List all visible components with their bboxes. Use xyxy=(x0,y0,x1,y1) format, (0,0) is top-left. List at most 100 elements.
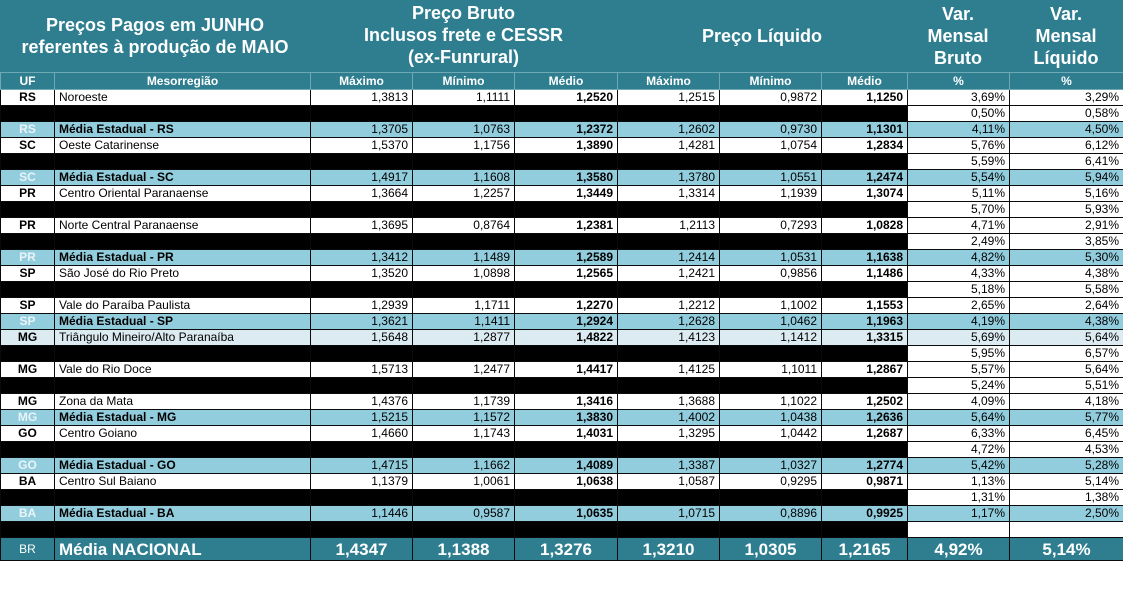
cell-net-max: 1,3780 xyxy=(617,169,720,186)
table-row: GO Centro Goiano 1,4660 1,1743 1,4031 1,3295 1… xyxy=(0,425,1123,442)
cell-var-net: 1,38% xyxy=(1009,489,1123,506)
cell-var-net: 4,38% xyxy=(1009,313,1123,330)
cell-net-max xyxy=(617,345,720,362)
cell-gross-min: 0,9587 xyxy=(412,505,515,522)
cell-gross-max: 1,3520 xyxy=(310,265,413,282)
national-var-net: 5,14% xyxy=(1009,537,1123,561)
cell-mesoregion xyxy=(54,105,311,122)
cell-gross-avg: 1,2381 xyxy=(514,217,618,234)
cell-net-max: 1,2515 xyxy=(617,89,720,106)
cell-gross-max: 1,4917 xyxy=(310,169,413,186)
cell-net-min: 1,0438 xyxy=(719,409,822,426)
cell-var-net: 5,93% xyxy=(1009,201,1123,218)
cell-var-gross: 5,57% xyxy=(907,361,1010,378)
cell-var-gross: 2,49% xyxy=(907,233,1010,250)
cell-uf: GO xyxy=(0,425,55,442)
cell-net-avg: 1,2502 xyxy=(821,393,908,410)
cell-net-min xyxy=(719,521,822,538)
cell-var-gross: 2,65% xyxy=(907,297,1010,314)
table-row: PR Norte Central Paranaense 1,3695 0,8764 1,… xyxy=(0,217,1123,234)
cell-gross-max: 1,3705 xyxy=(310,121,413,138)
cell-var-gross: 5,59% xyxy=(907,153,1010,170)
var-net-header-line-2: Mensal xyxy=(1035,26,1097,46)
cell-net-max: 1,4002 xyxy=(617,409,720,426)
cell-net-avg xyxy=(821,521,908,538)
national-uf: BR xyxy=(0,537,55,561)
cell-gross-avg xyxy=(514,153,618,170)
cell-net-avg: 1,1638 xyxy=(821,249,908,266)
cell-gross-min xyxy=(412,201,515,218)
table-row: PR Centro Oriental Paranaense 1,3664 1,2257… xyxy=(0,185,1123,202)
cell-net-avg: 1,2834 xyxy=(821,137,908,154)
cell-gross-max: 1,3412 xyxy=(310,249,413,266)
cell-net-avg: 1,0828 xyxy=(821,217,908,234)
cell-uf: SP xyxy=(0,265,55,282)
cell-mesoregion xyxy=(54,521,311,538)
cell-var-gross: 5,70% xyxy=(907,201,1010,218)
cell-var-net: 6,45% xyxy=(1009,425,1123,442)
cell-gross-avg xyxy=(514,441,618,458)
cell-gross-avg: 1,4822 xyxy=(514,329,618,346)
national-gross-max: 1,4347 xyxy=(310,537,413,561)
cell-net-avg: 1,2774 xyxy=(821,457,908,474)
cell-net-avg: 1,2636 xyxy=(821,409,908,426)
cell-net-min: 0,7293 xyxy=(719,217,822,234)
cell-var-gross xyxy=(907,521,1010,538)
cell-net-max xyxy=(617,281,720,298)
cell-mesoregion: Vale do Rio Doce xyxy=(54,361,311,378)
cell-var-gross: 1,13% xyxy=(907,473,1010,490)
cell-var-net: 6,41% xyxy=(1009,153,1123,170)
national-var-gross: 4,92% xyxy=(907,537,1010,561)
cell-net-min: 0,9730 xyxy=(719,121,822,138)
cell-mesoregion: Zona da Mata xyxy=(54,393,311,410)
cell-var-net: 5,58% xyxy=(1009,281,1123,298)
cell-uf xyxy=(0,233,55,250)
cell-net-avg xyxy=(821,233,908,250)
cell-gross-min: 1,1608 xyxy=(412,169,515,186)
cell-var-gross: 1,31% xyxy=(907,489,1010,506)
cell-net-max: 1,2414 xyxy=(617,249,720,266)
cell-net-max xyxy=(617,441,720,458)
table-row: SP Vale do Paraíba Paulista 1,2939 1,1711 1,… xyxy=(0,297,1123,314)
cell-gross-max xyxy=(310,105,413,122)
cell-mesoregion xyxy=(54,489,311,506)
cell-var-gross: 6,33% xyxy=(907,425,1010,442)
cell-gross-avg: 1,2565 xyxy=(514,265,618,282)
national-gross-avg: 1,3276 xyxy=(514,537,618,561)
cell-uf: MG xyxy=(0,329,55,346)
cell-var-net: 5,64% xyxy=(1009,329,1123,346)
cell-gross-max xyxy=(310,153,413,170)
cell-gross-max: 1,5370 xyxy=(310,137,413,154)
cell-mesoregion xyxy=(54,233,311,250)
cell-mesoregion: Média Estadual - SC xyxy=(54,169,311,186)
cell-uf xyxy=(0,105,55,122)
cell-gross-avg: 1,2270 xyxy=(514,297,618,314)
cell-net-min xyxy=(719,153,822,170)
cell-gross-max xyxy=(310,377,413,394)
table-row: BA Centro Sul Baiano 1,1379 1,0061 1,0638 1,0… xyxy=(0,473,1123,490)
cell-net-max: 1,3688 xyxy=(617,393,720,410)
cell-net-min: 1,1022 xyxy=(719,393,822,410)
net-price-header: Preço Líquido xyxy=(617,0,907,72)
cell-net-min xyxy=(719,441,822,458)
cell-var-net: 5,94% xyxy=(1009,169,1123,186)
cell-gross-max: 1,1379 xyxy=(310,473,413,490)
cell-mesoregion: Centro Sul Baiano xyxy=(54,473,311,490)
cell-gross-min: 1,1756 xyxy=(412,137,515,154)
cell-gross-min: 0,8764 xyxy=(412,217,515,234)
cell-net-max: 1,4123 xyxy=(617,329,720,346)
cell-var-gross: 5,76% xyxy=(907,137,1010,154)
cell-net-min xyxy=(719,105,822,122)
cell-gross-min xyxy=(412,281,515,298)
gross-price-header-line-1: Preço Bruto xyxy=(411,3,516,23)
cell-net-min: 1,1011 xyxy=(719,361,822,378)
cell-gross-min: 1,1711 xyxy=(412,297,515,314)
cell-net-max xyxy=(617,521,720,538)
cell-var-net: 5,30% xyxy=(1009,249,1123,266)
cell-uf xyxy=(0,377,55,394)
cell-gross-max xyxy=(310,489,413,506)
cell-mesoregion xyxy=(54,201,311,218)
cell-mesoregion: Média Estadual - MG xyxy=(54,409,311,426)
national-label: Média NACIONAL xyxy=(54,537,311,561)
cell-net-max: 1,3387 xyxy=(617,457,720,474)
